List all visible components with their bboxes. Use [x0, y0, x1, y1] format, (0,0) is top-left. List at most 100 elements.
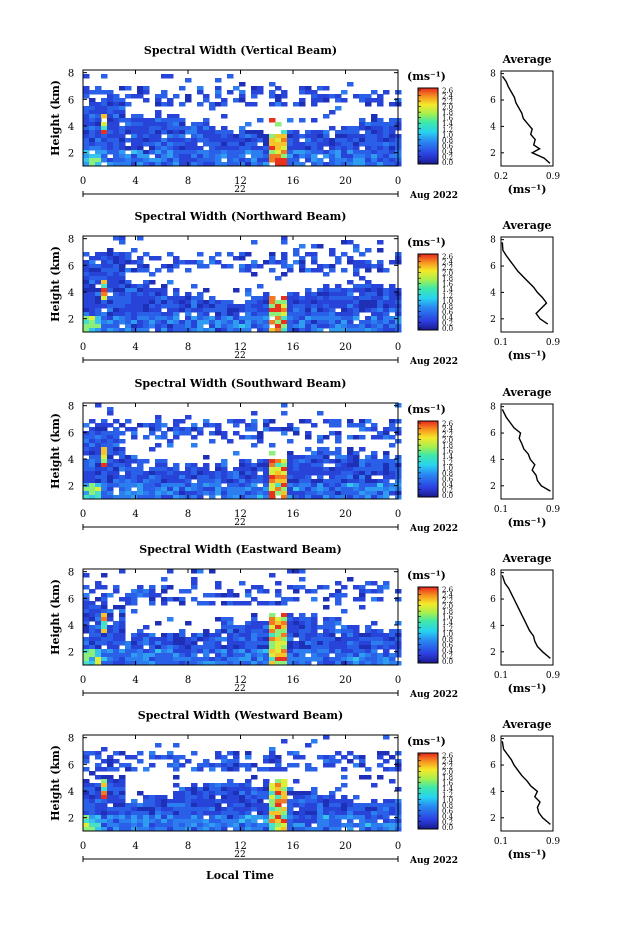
heatmap-cell — [101, 114, 108, 119]
heatmap-cell — [287, 629, 294, 634]
heatmap-cell — [371, 316, 378, 321]
heatmap-cell — [359, 142, 366, 147]
heatmap-cell — [137, 256, 144, 261]
heatmap-cell — [143, 90, 150, 95]
heatmap-cell — [209, 491, 216, 496]
heatmap-cell — [245, 807, 252, 812]
heatmap-cell — [233, 288, 240, 293]
heatmap-cell — [119, 304, 126, 309]
heatmap-cell — [131, 467, 138, 472]
heatmap-cell — [275, 86, 282, 91]
heatmap-cell — [233, 633, 240, 638]
heatmap-cell — [281, 154, 288, 159]
heatmap-cell — [215, 819, 222, 824]
heatmap-cell — [155, 256, 162, 261]
heatmap-cell — [323, 661, 330, 666]
heatmap-cell — [329, 248, 336, 253]
heatmap-cell — [263, 633, 270, 638]
heatmap-cell — [149, 601, 156, 606]
colorbar-tick-label: 1.8 — [442, 275, 453, 283]
heatmap-cell — [185, 803, 192, 808]
heatmap-cell — [221, 601, 228, 606]
heatmap-cell — [131, 455, 138, 460]
heatmap-cell — [359, 296, 366, 301]
heatmap-cell — [299, 495, 306, 500]
heatmap-cell — [143, 154, 150, 159]
heatmap-cell — [209, 763, 216, 768]
heatmap-cell — [341, 300, 348, 305]
heatmap-cell — [209, 158, 216, 163]
heatmap-cell — [365, 641, 372, 646]
heatmap-cell — [83, 779, 90, 784]
heatmap-cell — [299, 823, 306, 828]
heatmap-cell — [323, 815, 330, 820]
heatmap-cell — [335, 787, 342, 792]
heatmap-cell — [89, 268, 96, 273]
heatmap-cell — [311, 641, 318, 646]
heatmap-cell — [341, 312, 348, 317]
heatmap-cell — [365, 479, 372, 484]
heatmap-cell — [185, 130, 192, 135]
heatmap-cell — [215, 803, 222, 808]
heatmap-cell — [335, 292, 342, 297]
heatmap-cell — [245, 316, 252, 321]
heatmap-cell — [137, 122, 144, 127]
heatmap-cell — [161, 811, 168, 816]
heatmap-cell — [335, 150, 342, 155]
heatmap-cell — [347, 150, 354, 155]
heatmap-cell — [329, 459, 336, 464]
heatmap-cell — [239, 625, 246, 630]
y-tick-label: 4 — [68, 621, 74, 632]
heatmap-cell — [317, 807, 324, 812]
heatmap-cell — [227, 154, 234, 159]
heatmap-cell — [341, 609, 348, 614]
heatmap-cell — [215, 653, 222, 658]
heatmap-cell — [227, 134, 234, 139]
heatmap-cell — [359, 763, 366, 768]
y-tick-label: 6 — [68, 95, 74, 106]
y-tick-label: 8 — [68, 734, 74, 745]
heatmap-cell — [119, 126, 126, 131]
heatmap-cell — [161, 316, 168, 321]
day-label: 22 — [234, 351, 245, 361]
heatmap-cell — [269, 629, 276, 634]
heatmap-cell — [167, 633, 174, 638]
heatmap-cell — [137, 130, 144, 135]
heatmap-cell — [191, 320, 198, 325]
heatmap-cell — [275, 138, 282, 143]
heatmap-cell — [83, 819, 90, 824]
heatmap-cell — [227, 130, 234, 135]
profile-x-tick-label: 0.9 — [546, 172, 561, 182]
heatmap-cell — [143, 300, 150, 305]
heatmap-cell — [107, 783, 114, 788]
heatmap-cell — [299, 154, 306, 159]
heatmap-cell — [173, 328, 180, 333]
heatmap-cell — [335, 134, 342, 139]
heatmap-cell — [275, 795, 282, 800]
heatmap-cell — [251, 443, 258, 448]
heatmap-cell — [173, 427, 180, 432]
heatmap-cell — [143, 296, 150, 301]
heatmap-cell — [287, 823, 294, 828]
heatmap-cell — [293, 641, 300, 646]
heatmap-cell — [155, 328, 162, 333]
heatmap-cell — [293, 803, 300, 808]
heatmap-cell — [203, 653, 210, 658]
heatmap-cell — [341, 296, 348, 301]
heatmap-cell — [113, 751, 120, 756]
heatmap-cell — [95, 134, 102, 139]
heatmap-cell — [143, 162, 150, 167]
heatmap-cell — [227, 158, 234, 163]
heatmap-cell — [95, 154, 102, 159]
heatmap-cell — [131, 811, 138, 816]
heatmap-cell — [119, 300, 126, 305]
heatmap-cell — [149, 292, 156, 297]
heatmap-cell — [89, 272, 96, 277]
heatmap-cell — [179, 661, 186, 666]
heatmap-cell — [221, 312, 228, 317]
heatmap-cell — [257, 585, 264, 590]
heatmap-cell — [155, 815, 162, 820]
heatmap-cell — [191, 146, 198, 151]
heatmap-cell — [311, 162, 318, 167]
heatmap-cell — [245, 423, 252, 428]
